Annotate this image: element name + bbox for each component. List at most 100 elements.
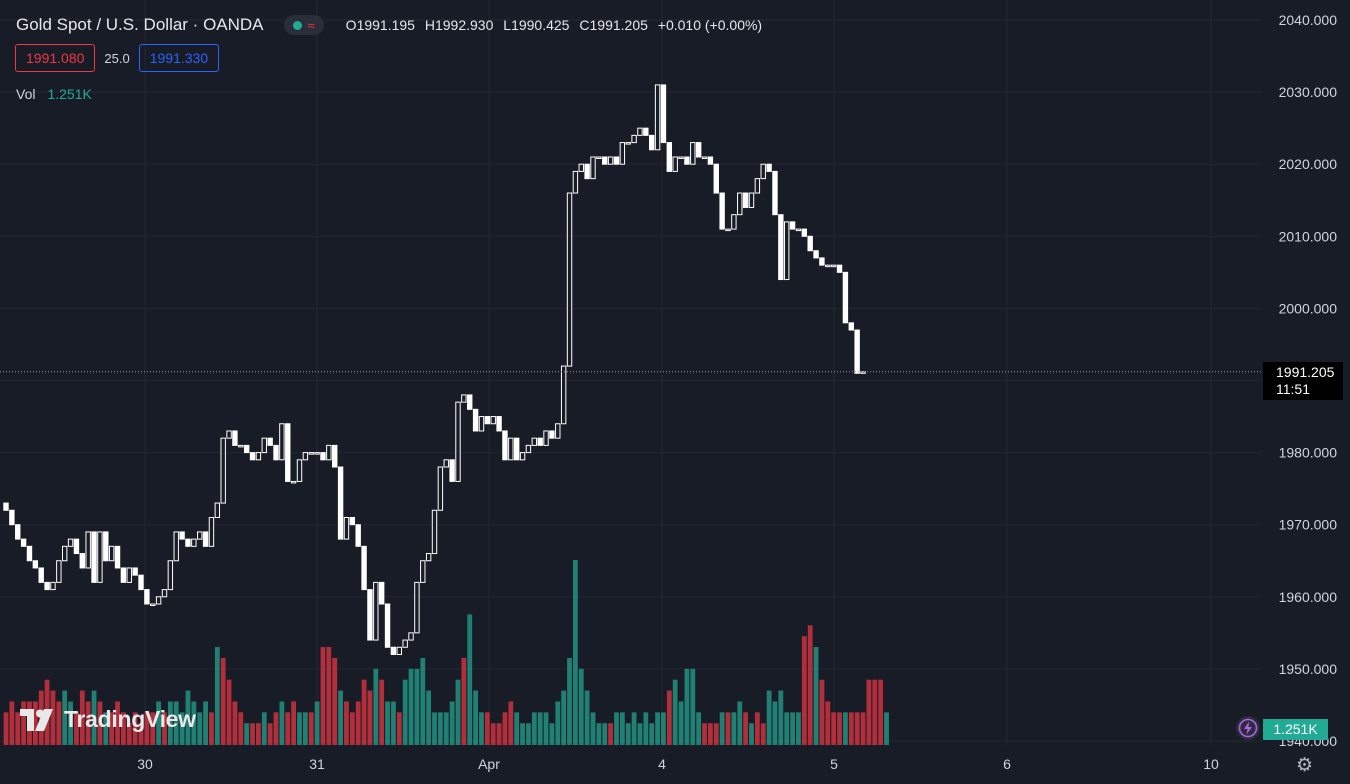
candle — [519, 452, 526, 461]
volume-bar — [708, 723, 713, 745]
candle — [255, 452, 262, 461]
volume-bar — [396, 712, 402, 745]
y-tick-label: 2040.000 — [1279, 12, 1338, 28]
volume-bar — [848, 712, 854, 745]
volume-bar — [455, 679, 461, 745]
volume-bar — [602, 723, 608, 745]
volume-bar — [584, 690, 590, 745]
volume-bar — [332, 657, 338, 745]
candle — [525, 444, 532, 454]
candle — [742, 192, 749, 208]
candle — [649, 134, 655, 151]
symbol-title[interactable]: Gold Spot / U.S. Dollar · OANDA — [16, 15, 264, 34]
change-value: +0.010 (+0.00%) — [657, 17, 763, 33]
volume-bar — [15, 712, 21, 745]
volume-legend[interactable]: Vol 1.251K — [16, 86, 92, 102]
volume-bar — [684, 668, 690, 745]
candle — [431, 509, 438, 555]
volume-bar — [614, 712, 619, 745]
candle — [772, 170, 778, 216]
volume-bar — [126, 723, 132, 745]
candle — [513, 437, 520, 461]
lightning-icon[interactable] — [1236, 716, 1260, 740]
candle — [737, 192, 743, 216]
volume-bar — [807, 625, 813, 745]
candle — [443, 459, 449, 468]
candle — [38, 567, 44, 583]
candle — [308, 452, 314, 455]
candle — [619, 142, 626, 165]
volume-bar — [796, 712, 801, 745]
candle — [67, 538, 74, 547]
volume-bar — [408, 668, 414, 745]
candle — [836, 264, 843, 273]
candle — [314, 452, 320, 455]
y-tick-label: 1960.000 — [1279, 589, 1338, 605]
candle — [508, 437, 514, 461]
candle — [126, 567, 132, 583]
candle — [97, 531, 103, 583]
volume-bar — [449, 701, 455, 745]
volume-bar — [426, 690, 432, 745]
candle — [754, 178, 761, 194]
candle — [467, 394, 473, 410]
candle — [296, 459, 303, 482]
volume-bar — [590, 712, 596, 745]
sell-button[interactable]: 1991.080 — [15, 44, 96, 72]
candle — [56, 560, 62, 583]
market-status-pill[interactable]: ≈ — [283, 15, 324, 35]
volume-bar — [743, 712, 749, 745]
candle — [678, 156, 684, 159]
x-tick-label: 31 — [309, 756, 325, 772]
y-tick-label: 1970.000 — [1279, 517, 1338, 533]
volume-bar — [678, 701, 684, 745]
volume-bar — [74, 712, 79, 745]
candle — [414, 581, 420, 634]
chart-header: Gold Spot / U.S. Dollar · OANDA ≈ O1991.… — [16, 14, 762, 36]
volume-bar — [754, 712, 760, 745]
candle — [373, 581, 379, 641]
volume-bar — [702, 723, 707, 745]
volume-bar — [772, 701, 778, 745]
volume-bar — [572, 560, 578, 745]
candle — [355, 524, 361, 547]
volume-bar — [567, 657, 572, 745]
volume-bar — [854, 712, 860, 745]
candle — [173, 531, 179, 562]
volume-price-label: 1.251K — [1263, 719, 1328, 740]
volume-bar — [244, 723, 250, 745]
candle — [484, 416, 491, 425]
candle — [860, 371, 866, 374]
candle — [795, 228, 802, 232]
low-value: 1990.425 — [511, 17, 570, 33]
volume-bar — [167, 701, 173, 745]
tradingview-logo[interactable]: TradingView — [20, 706, 196, 733]
tradingview-wordmark: TradingView — [64, 706, 196, 732]
candle — [15, 524, 21, 540]
candle — [226, 430, 232, 439]
volume-bar — [373, 668, 379, 745]
gear-icon[interactable]: ⚙ — [1296, 755, 1314, 776]
candle — [167, 560, 174, 591]
open-value: 1991.195 — [356, 17, 415, 33]
candle — [108, 545, 115, 562]
volume-bar — [203, 701, 208, 745]
candle — [114, 545, 121, 569]
candle — [854, 329, 860, 374]
buy-button[interactable]: 1991.330 — [138, 44, 220, 72]
candle — [202, 531, 209, 547]
volume-bar — [144, 712, 150, 745]
volume-bar — [62, 690, 68, 745]
volume-bar — [132, 712, 138, 745]
candle — [138, 574, 144, 591]
volume-bar — [355, 701, 361, 745]
tradingview-logo-icon — [20, 708, 53, 731]
candle — [478, 416, 485, 432]
volume-bar — [173, 701, 179, 745]
candle — [326, 444, 332, 461]
volume-bar — [344, 701, 349, 745]
x-tick-label: Apr — [478, 756, 500, 772]
volume-bar — [150, 712, 156, 745]
candle — [261, 437, 267, 454]
